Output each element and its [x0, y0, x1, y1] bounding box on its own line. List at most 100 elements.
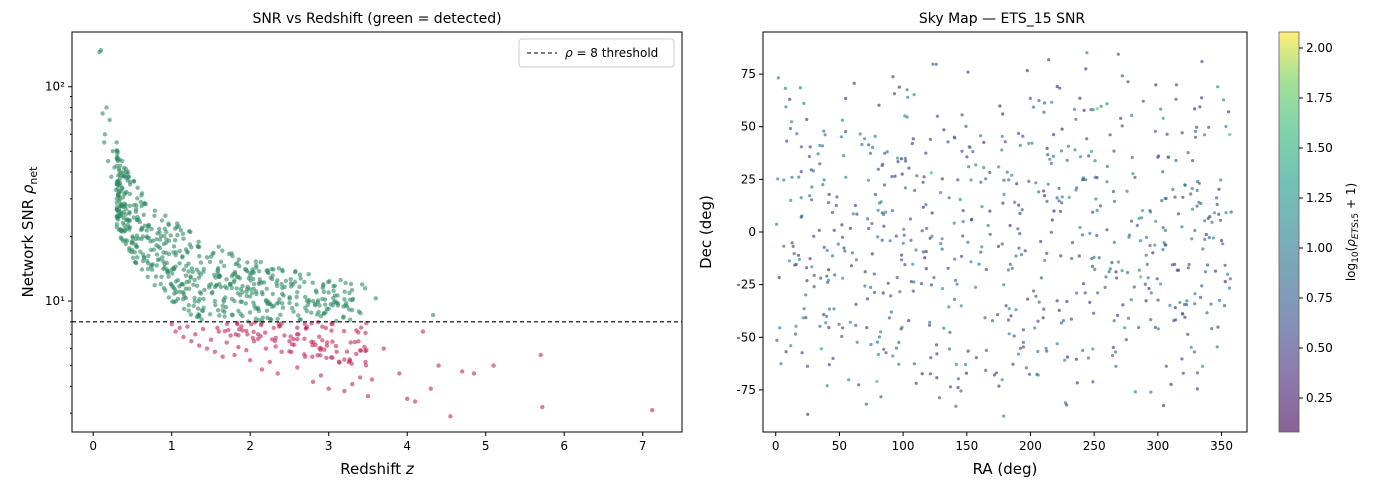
sky-point [1195, 188, 1199, 192]
sky-point [924, 151, 928, 155]
sky-point [868, 151, 873, 155]
detected-point [347, 290, 352, 296]
sky-point [930, 211, 934, 215]
detected-point [373, 296, 378, 301]
detected-point [163, 240, 169, 246]
sky-point [1227, 110, 1231, 114]
x-axis-label: RA (deg) [973, 460, 1038, 478]
sky-point [853, 203, 858, 208]
sky-point [984, 267, 988, 272]
detected-point [257, 277, 262, 282]
detected-point [430, 312, 436, 318]
detected-point [326, 290, 331, 295]
undetected-point [220, 354, 225, 359]
sky-point [830, 254, 835, 258]
sky-point [872, 272, 876, 276]
sky-point [900, 325, 904, 329]
sky-point [1187, 262, 1191, 267]
sky-point [1186, 332, 1190, 336]
sky-point [818, 324, 822, 328]
sky-point [1115, 276, 1119, 280]
detected-point [322, 297, 328, 302]
detected-point [189, 266, 194, 271]
sky-point [800, 351, 804, 355]
sky-point [1021, 345, 1025, 349]
undetected-point [412, 399, 418, 404]
sky-point [1086, 356, 1090, 360]
sky-point [1078, 155, 1083, 159]
sky-point [876, 352, 881, 357]
detected-point [140, 252, 146, 257]
sky-point [1074, 188, 1078, 192]
sky-point [947, 305, 951, 309]
undetected-point [491, 363, 496, 368]
sky-point [1225, 272, 1230, 276]
sky-point [801, 316, 805, 320]
detected-point [280, 301, 285, 306]
sky-point [879, 395, 883, 399]
sky-point [1195, 371, 1199, 375]
detected-point [155, 231, 160, 236]
detected-point [114, 222, 120, 227]
detected-point [349, 288, 355, 293]
sky-point [1093, 159, 1097, 163]
sky-point [927, 323, 932, 327]
detected-point [217, 273, 222, 279]
sky-point [883, 151, 887, 155]
detected-point [154, 263, 159, 268]
detected-point [100, 111, 105, 116]
undetected-point [381, 346, 386, 351]
sky-point [808, 145, 812, 149]
sky-point [884, 210, 888, 214]
sky-point [922, 175, 926, 179]
sky-point [961, 209, 965, 213]
detected-point [138, 199, 143, 205]
undetected-point [310, 343, 315, 348]
sky-point [1193, 292, 1197, 296]
sky-point [915, 174, 919, 178]
undetected-point [248, 322, 254, 327]
sky-point [1201, 364, 1205, 368]
detected-point [222, 263, 227, 269]
sky-point [984, 348, 989, 352]
detected-point [234, 274, 239, 279]
sky-point [911, 262, 915, 266]
y-ticks: 10¹ 10² [45, 80, 72, 414]
detected-point [198, 260, 204, 265]
sky-point [842, 154, 846, 158]
undetected-point [224, 321, 230, 327]
detected-point [342, 297, 347, 302]
y-ticks: -75 -50 -25 0 25 50 75 [736, 67, 763, 397]
detected-point [254, 291, 259, 297]
detected-point [251, 270, 257, 275]
detected-point [127, 191, 133, 197]
sky-point [939, 242, 943, 246]
sky-point [1000, 134, 1004, 138]
detected-point [125, 178, 130, 183]
sky-point [1051, 154, 1055, 158]
undetected-point [302, 321, 307, 326]
sky-point [1182, 302, 1186, 307]
sky-point [965, 155, 969, 159]
undetected-point [258, 334, 263, 339]
sky-point [895, 275, 899, 280]
detected-point [102, 132, 108, 137]
detected-point [131, 215, 136, 220]
sky-point [847, 378, 851, 382]
sky-point [1224, 211, 1228, 215]
undetected-point [354, 351, 359, 357]
sky-point [1148, 209, 1152, 213]
sky-point [1124, 338, 1128, 342]
sky-point [994, 371, 999, 375]
sky-point [1060, 195, 1064, 199]
sky-point [827, 192, 831, 196]
detected-point [186, 308, 191, 313]
left-points [97, 48, 655, 419]
detected-point [304, 298, 310, 303]
chart-title: Sky Map — ETS_15 SNR [919, 11, 1086, 27]
sky-point [823, 133, 827, 137]
sky-point [1035, 372, 1039, 376]
sky-point [1186, 151, 1190, 155]
sky-point [1153, 129, 1157, 133]
undetected-point [204, 346, 210, 351]
